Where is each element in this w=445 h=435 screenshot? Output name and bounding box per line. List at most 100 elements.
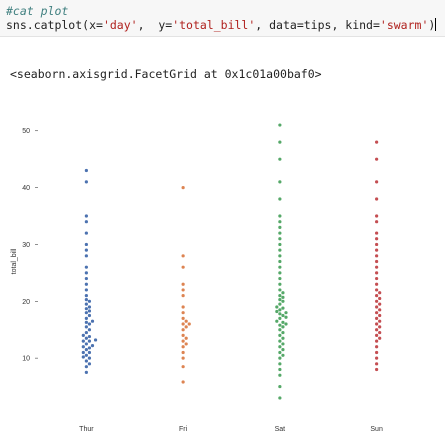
data-point-thur <box>87 299 92 303</box>
data-point-sat <box>278 373 282 377</box>
data-point-sun <box>375 282 379 286</box>
code-cell-input[interactable]: #cat plot sns.catplot(x='day', y='total_… <box>0 0 445 37</box>
data-point-sat <box>278 288 282 292</box>
data-point-sat <box>278 356 282 360</box>
data-point-fri <box>181 288 185 292</box>
data-point-sun <box>375 362 379 366</box>
x-tick-label-sat: Sat <box>275 426 286 433</box>
data-point-thur <box>84 271 88 275</box>
data-point-fri <box>181 333 185 338</box>
data-point-sun <box>375 288 379 292</box>
data-point-sat <box>281 320 285 324</box>
data-point-thur <box>87 313 92 318</box>
data-point-fri <box>181 294 185 298</box>
data-point-thur <box>81 339 85 343</box>
data-point-sat <box>281 336 285 340</box>
data-point-sat <box>278 362 282 366</box>
data-point-sat <box>278 276 282 281</box>
data-point-thur <box>84 265 88 269</box>
data-point-sat <box>281 313 285 318</box>
data-point-thur <box>84 294 88 298</box>
data-point-sat <box>278 282 282 286</box>
code-call: sns.catplot(x= <box>6 18 103 32</box>
data-point-sat <box>275 305 279 309</box>
data-point-sat <box>278 316 282 320</box>
data-point-sat <box>278 384 282 389</box>
x-tick-label-sun: Sun <box>370 426 383 433</box>
data-point-thur <box>84 231 88 235</box>
data-point-sun <box>375 237 379 241</box>
data-point-sun <box>375 140 379 144</box>
data-point-sat <box>278 271 282 275</box>
data-point-thur <box>84 254 88 258</box>
code-arg-y: 'total_bill' <box>172 18 256 32</box>
data-point-sat <box>278 333 282 338</box>
code-comment: #cat plot <box>6 4 69 18</box>
data-point-sun <box>375 254 379 258</box>
data-point-fri <box>181 345 185 349</box>
data-point-sun <box>375 231 379 235</box>
data-point-thur <box>84 168 88 173</box>
data-point-sat <box>281 291 285 295</box>
data-point-sun <box>375 328 379 332</box>
data-point-thur <box>84 248 88 252</box>
data-point-thur <box>90 319 95 323</box>
data-point-fri <box>181 254 185 258</box>
data-point-sat <box>278 231 282 235</box>
data-point-thur <box>90 344 95 348</box>
data-point-sat <box>278 214 282 218</box>
data-point-sun <box>378 313 382 318</box>
data-point-sat <box>281 325 285 329</box>
data-point-thur <box>81 345 85 349</box>
data-point-thur <box>84 325 88 329</box>
data-point-sat <box>278 345 282 349</box>
data-point-fri <box>181 356 185 360</box>
data-point-fri <box>181 185 185 190</box>
data-point-sun <box>375 197 379 201</box>
data-point-thur <box>81 350 85 355</box>
data-point-thur <box>84 307 88 311</box>
y-axis-label: total_bill <box>11 248 18 274</box>
data-point-thur <box>84 320 88 324</box>
text-cursor <box>435 18 437 31</box>
data-point-fri <box>181 365 185 369</box>
data-point-sat <box>281 295 285 299</box>
data-point-thur <box>84 348 88 352</box>
data-point-sat <box>278 197 282 201</box>
data-point-sun <box>375 214 379 218</box>
data-point-sun <box>375 276 379 281</box>
x-tick-label-fri: Fri <box>179 426 188 433</box>
data-point-sun <box>375 265 379 269</box>
data-point-fri <box>184 336 188 340</box>
data-point-thur <box>87 346 92 350</box>
data-point-fri <box>181 328 185 332</box>
data-point-thur <box>87 309 92 313</box>
data-point-thur <box>87 362 92 366</box>
data-point-sat <box>278 140 282 144</box>
data-point-sat <box>281 348 285 352</box>
data-point-sun <box>378 291 382 295</box>
data-point-thur <box>84 180 88 184</box>
data-point-sat <box>281 353 285 357</box>
data-point-fri <box>181 305 185 309</box>
data-point-fri <box>181 339 185 343</box>
code-arg-kind: 'swarm' <box>379 18 429 32</box>
data-point-sun <box>375 345 379 349</box>
data-point-sun <box>375 356 379 360</box>
data-point-sun <box>375 259 379 264</box>
data-point-thur <box>84 302 88 306</box>
data-point-sat <box>278 396 282 400</box>
data-point-fri <box>181 282 185 286</box>
data-point-sat <box>278 302 282 306</box>
data-point-sun <box>378 302 382 306</box>
code-line[interactable]: sns.catplot(x='day', y='total_bill', dat… <box>6 18 437 32</box>
data-point-sat <box>278 294 282 298</box>
data-point-fri <box>181 380 185 384</box>
data-point-sun <box>375 367 379 372</box>
data-point-sun <box>375 333 379 338</box>
data-point-sat <box>278 297 282 302</box>
data-point-sat <box>284 315 288 319</box>
data-point-sat <box>275 319 279 323</box>
data-point-sat <box>278 265 282 269</box>
data-point-thur <box>84 342 88 346</box>
